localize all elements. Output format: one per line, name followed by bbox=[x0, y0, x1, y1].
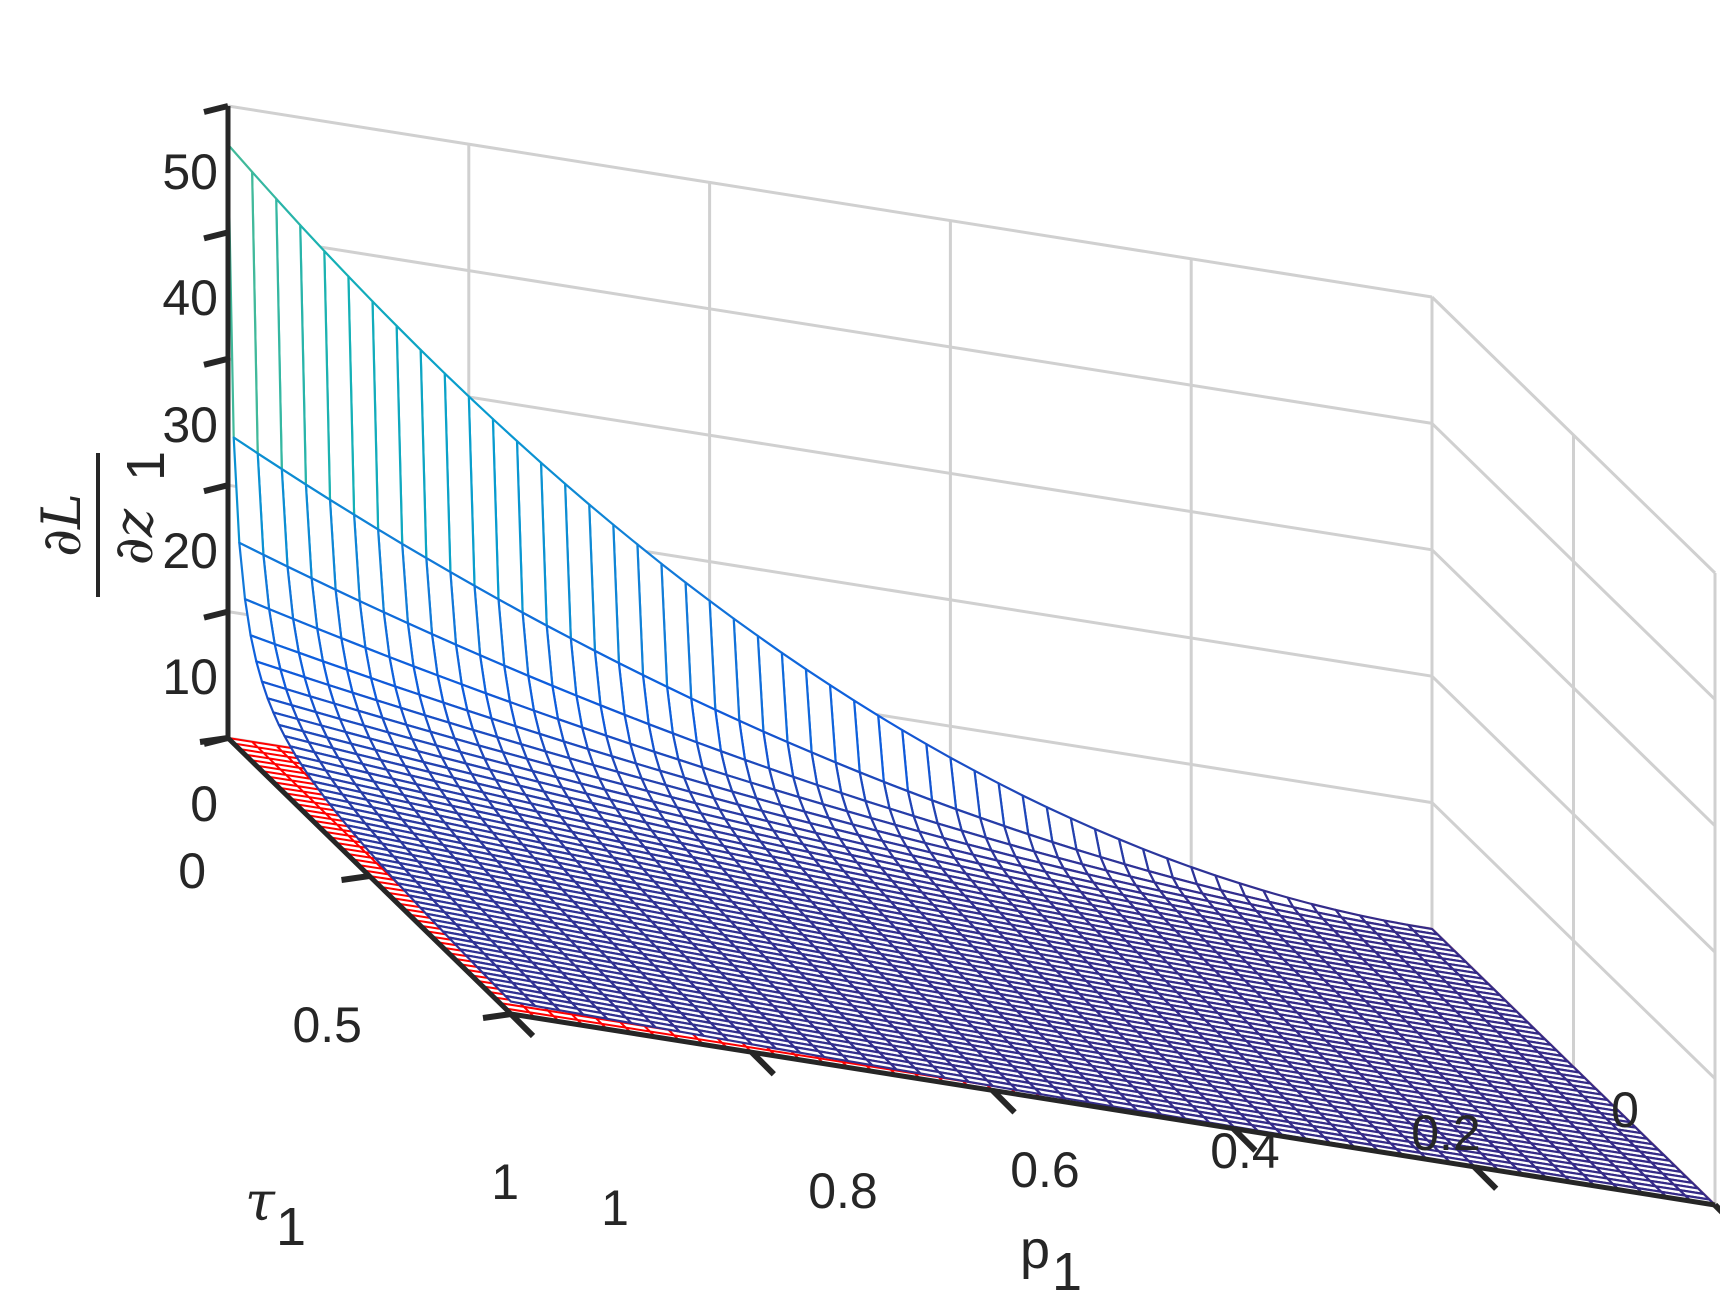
p-tick-label-0.6: 0.6 bbox=[1010, 1142, 1080, 1198]
tau-tick-mark bbox=[482, 1011, 512, 1021]
p-tick-label-0.8: 0.8 bbox=[808, 1163, 878, 1219]
z-tick-label-40: 40 bbox=[162, 270, 218, 326]
p-tick-label-1: 1 bbox=[601, 1180, 629, 1236]
ticks-layer bbox=[199, 103, 1720, 1215]
grid-line-back-z bbox=[227, 230, 1433, 425]
z-tick-label-20: 20 bbox=[162, 523, 218, 579]
z-tick-label-10: 10 bbox=[162, 649, 218, 705]
surface-cell bbox=[504, 994, 537, 1008]
p-tick-mark bbox=[1231, 1126, 1258, 1153]
p-axis-label-main: p bbox=[1020, 1220, 1050, 1280]
z-tick-mark bbox=[203, 355, 229, 368]
tau-tick-label-0.5: 0.5 bbox=[292, 997, 362, 1053]
p-tick-label-0.2: 0.2 bbox=[1411, 1105, 1481, 1161]
z-tick-mark bbox=[203, 103, 229, 115]
p-axis-label-subscript: 1 bbox=[1052, 1242, 1082, 1292]
grid-line-side-z bbox=[1430, 295, 1717, 575]
gradient-surface-mesh bbox=[226, 143, 1717, 1207]
z-axis-label-numerator: ∂L bbox=[30, 493, 93, 557]
p-tick-mark bbox=[1712, 1202, 1720, 1215]
p-tick-mark bbox=[1472, 1164, 1499, 1191]
z-tick-mark bbox=[203, 608, 229, 621]
p-axis-line bbox=[510, 1011, 1716, 1208]
p-axis-label: p 1 bbox=[1020, 1220, 1082, 1297]
grid-line-side-z bbox=[1430, 675, 1717, 954]
z-tick-label-30: 30 bbox=[162, 397, 218, 453]
z-axis-label-subscript: 1 bbox=[116, 451, 176, 481]
p-tick-label-0.4: 0.4 bbox=[1210, 1123, 1280, 1179]
z-axis-label-denominator: ∂z bbox=[102, 508, 165, 565]
p-tick-mark bbox=[749, 1050, 776, 1077]
z-tick-mark bbox=[203, 229, 229, 242]
z-tick-mark bbox=[203, 482, 229, 495]
tau-tick-label-0: 0 bbox=[178, 843, 206, 899]
tau-axis-label-subscript: 1 bbox=[276, 1197, 306, 1257]
p-tick-label-0: 0 bbox=[1611, 1082, 1639, 1138]
tau-axis-label-main: τ bbox=[245, 1170, 276, 1233]
surface-cell bbox=[226, 143, 259, 455]
p-tick-mark bbox=[508, 1011, 536, 1039]
tau-axis-label: τ 1 bbox=[245, 1170, 306, 1257]
grid-line-back-z bbox=[227, 104, 1433, 299]
z-tick-label-0: 0 bbox=[190, 776, 218, 832]
grid-line-side-z bbox=[1430, 548, 1717, 827]
z-axis-label: ∂L ∂z 1 bbox=[30, 451, 176, 597]
z-tick-label-50: 50 bbox=[162, 144, 218, 200]
p-tick-mark bbox=[990, 1088, 1017, 1115]
grid-line-side-z bbox=[1430, 422, 1717, 701]
tau-tick-mark bbox=[341, 873, 370, 883]
tau-tick-mark bbox=[199, 735, 229, 745]
grid-line-side-z bbox=[1430, 801, 1717, 1080]
tau-tick-label-1: 1 bbox=[491, 1154, 519, 1210]
